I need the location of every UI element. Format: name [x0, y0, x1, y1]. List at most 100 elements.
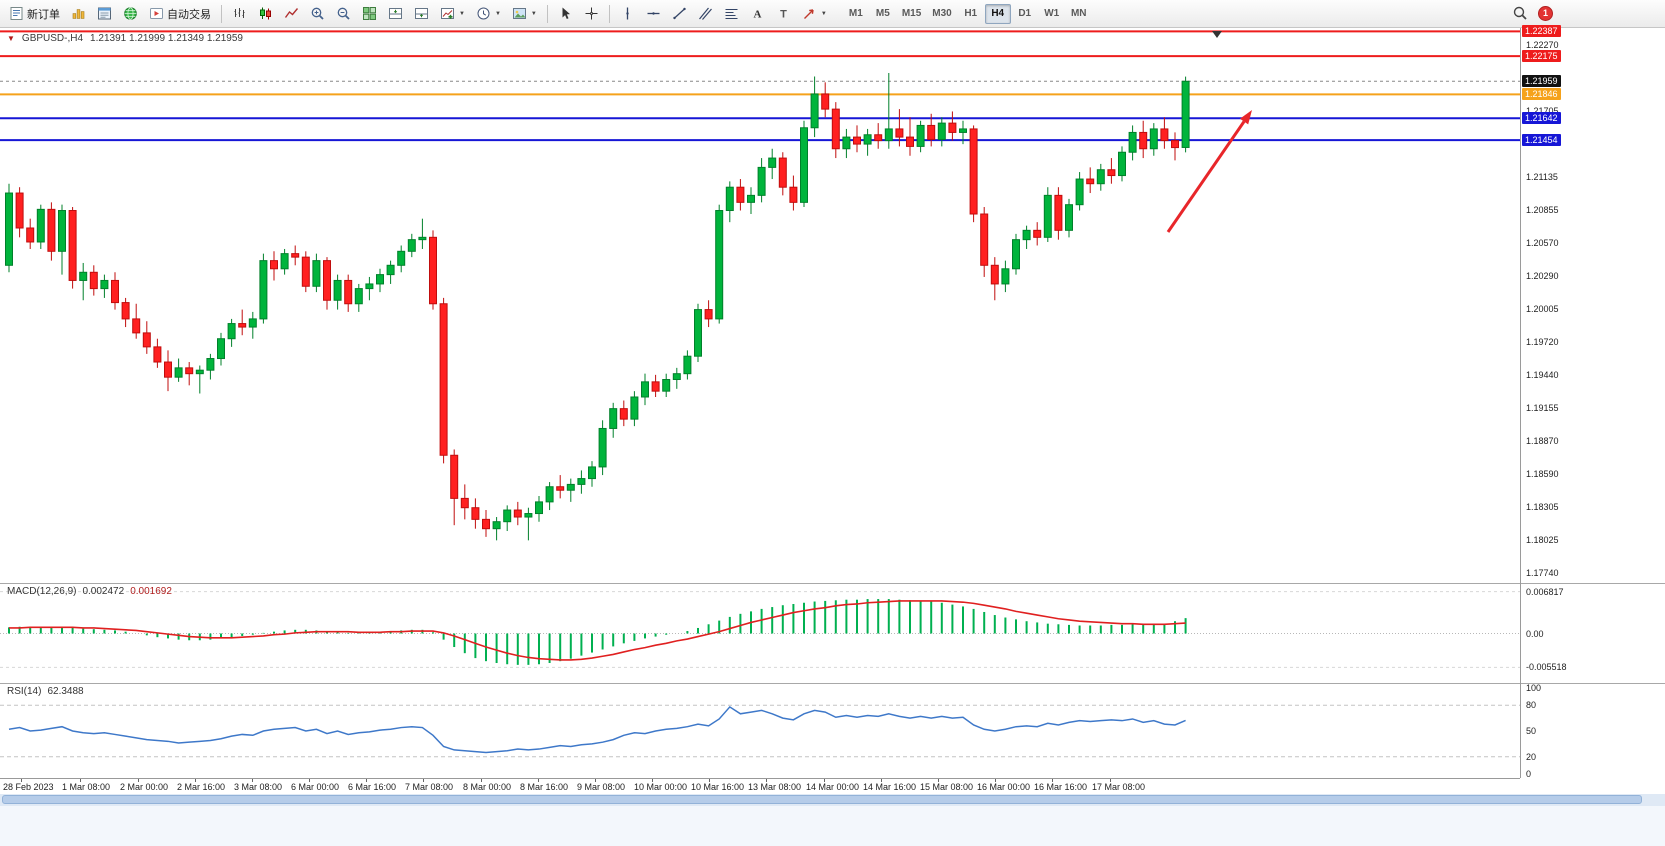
price-chart[interactable]: [0, 28, 1520, 583]
tf-button-m30[interactable]: M30: [927, 4, 956, 24]
tf-button-m1[interactable]: M1: [843, 4, 869, 24]
horizontal-line-tool-button[interactable]: [641, 3, 666, 25]
line-chart-icon: [284, 6, 299, 21]
market-watch-icon: [97, 6, 112, 21]
price-axis-tick: 1.18590: [1526, 468, 1559, 479]
time-axis-label: 8 Mar 00:00: [463, 782, 512, 792]
panel-separator[interactable]: [0, 583, 1665, 584]
tf-button-d1[interactable]: D1: [1012, 4, 1038, 24]
new-order-label: 新订单: [27, 8, 60, 21]
fibonacci-tool-button[interactable]: [719, 3, 744, 25]
macd-label: MACD(12,26,9) 0.002472 0.001692: [7, 586, 172, 597]
price-axis-tick: 1.18025: [1526, 534, 1559, 545]
time-axis-tick: [595, 779, 596, 782]
panel-separator[interactable]: [0, 683, 1665, 684]
template-menu-button[interactable]: ▼: [507, 3, 542, 25]
time-axis-tick: [21, 779, 22, 782]
time-axis-label: 10 Mar 16:00: [691, 782, 745, 792]
time-axis-label: 2 Mar 16:00: [177, 782, 226, 792]
toolbar-right-group: 1: [1512, 5, 1553, 21]
candle-chart-mode-button[interactable]: [253, 3, 278, 25]
price-axis-tick: 1.20290: [1526, 270, 1559, 281]
new-order-icon: [9, 6, 24, 21]
chevron-down-icon: ▼: [459, 10, 465, 17]
indicator-window-up-icon: [414, 6, 429, 21]
time-axis-label: 15 Mar 08:00: [920, 782, 974, 792]
rsi-value: 62.3488: [47, 686, 84, 697]
tile-windows-button[interactable]: [357, 3, 382, 25]
notification-badge[interactable]: 1: [1538, 5, 1553, 21]
time-axis-label: 13 Mar 08:00: [748, 782, 802, 792]
time-axis-label: 2 Mar 00:00: [120, 782, 169, 792]
symbol-marker-icon: ▼: [7, 33, 15, 43]
svg-text:A: A: [753, 9, 761, 21]
time-axis-label: 6 Mar 00:00: [291, 782, 340, 792]
cursor-icon: [558, 6, 573, 21]
new-order-button[interactable]: 新订单: [4, 3, 65, 25]
indicator-window-add-button[interactable]: [383, 3, 408, 25]
indicator-window-remove-button[interactable]: [409, 3, 434, 25]
tf-button-m15[interactable]: M15: [897, 4, 926, 24]
market-watch-button[interactable]: [92, 3, 117, 25]
rsi-label: RSI(14) 62.3488: [7, 686, 84, 697]
auto-trading-button[interactable]: 自动交易: [144, 3, 216, 25]
zoom-out-button[interactable]: [331, 3, 356, 25]
vertical-line-tool-button[interactable]: [615, 3, 640, 25]
text-tool-button[interactable]: A: [745, 3, 770, 25]
time-axis-label: 6 Mar 16:00: [348, 782, 397, 792]
search-icon[interactable]: [1512, 5, 1528, 21]
hline-price-label: 1.21846: [1522, 88, 1561, 101]
profiles-button[interactable]: [66, 3, 91, 25]
profile-charts-icon: [71, 6, 86, 21]
period-menu-button[interactable]: ▼: [471, 3, 506, 25]
rsi-panel[interactable]: [0, 684, 1520, 778]
label-tool-button[interactable]: T: [771, 3, 796, 25]
macd-histogram-layer: [8, 599, 1187, 665]
macd-panel[interactable]: [0, 584, 1520, 683]
cursor-tool-button[interactable]: [553, 3, 578, 25]
price-axis-tick: 1.18305: [1526, 502, 1559, 513]
svg-text:T: T: [780, 9, 787, 21]
chart-ohlc-values: 1.21391 1.21999 1.21349 1.21959: [90, 33, 243, 44]
auto-trading-icon: [149, 6, 164, 21]
scrollbar-thumb[interactable]: [2, 795, 1642, 804]
add-indicator-button[interactable]: ▼: [435, 3, 470, 25]
macd-signal-value: 0.001692: [130, 586, 172, 597]
trendline-icon: [672, 6, 687, 21]
bar-chart-icon: [232, 6, 247, 21]
tf-button-w1[interactable]: W1: [1039, 4, 1065, 24]
trendline-tool-button[interactable]: [667, 3, 692, 25]
horizontal-scrollbar[interactable]: [0, 794, 1665, 806]
tf-button-mn[interactable]: MN: [1066, 4, 1092, 24]
tf-button-h4[interactable]: H4: [984, 3, 1011, 24]
crosshair-tool-button[interactable]: [579, 3, 604, 25]
time-axis-tick: [80, 779, 81, 782]
price-axis-tick: 1.19720: [1526, 337, 1559, 348]
time-axis-tick: [824, 779, 825, 782]
bar-chart-mode-button[interactable]: [227, 3, 252, 25]
rsi-name: RSI(14): [7, 686, 42, 697]
toolbar-separator: [546, 4, 548, 23]
vertical-line-icon: [620, 6, 635, 21]
time-axis[interactable]: 28 Feb 2023 1 Mar 08:00 2 Mar 00:00 2 Mar 1…: [0, 778, 1520, 794]
hline-price-label: 1.22175: [1522, 50, 1561, 63]
zoom-in-button[interactable]: [305, 3, 330, 25]
hline-price-label: 1.21642: [1522, 112, 1561, 125]
time-axis-tick: [938, 779, 939, 782]
channel-tool-button[interactable]: [693, 3, 718, 25]
price-axis-tick: 1.20570: [1526, 238, 1559, 249]
time-axis-tick: [138, 779, 139, 782]
zoom-in-icon: [310, 6, 325, 21]
line-chart-mode-button[interactable]: [279, 3, 304, 25]
candles-layer: [5, 72, 1190, 541]
timeframe-group: M1 M5 M15 M30 H1 H4 D1 W1 MN: [843, 3, 1092, 24]
globe-button[interactable]: [118, 3, 143, 25]
chevron-down-icon: ▼: [494, 10, 501, 17]
price-axis-tick: 1.17740: [1526, 567, 1559, 578]
arrows-tool-button[interactable]: ▼: [797, 3, 832, 25]
add-indicator-icon: [440, 6, 455, 21]
tf-button-m5[interactable]: M5: [870, 4, 896, 24]
tf-button-h1[interactable]: H1: [958, 4, 984, 24]
hline-price-label: 1.21454: [1522, 134, 1561, 147]
time-axis-tick: [423, 779, 424, 782]
